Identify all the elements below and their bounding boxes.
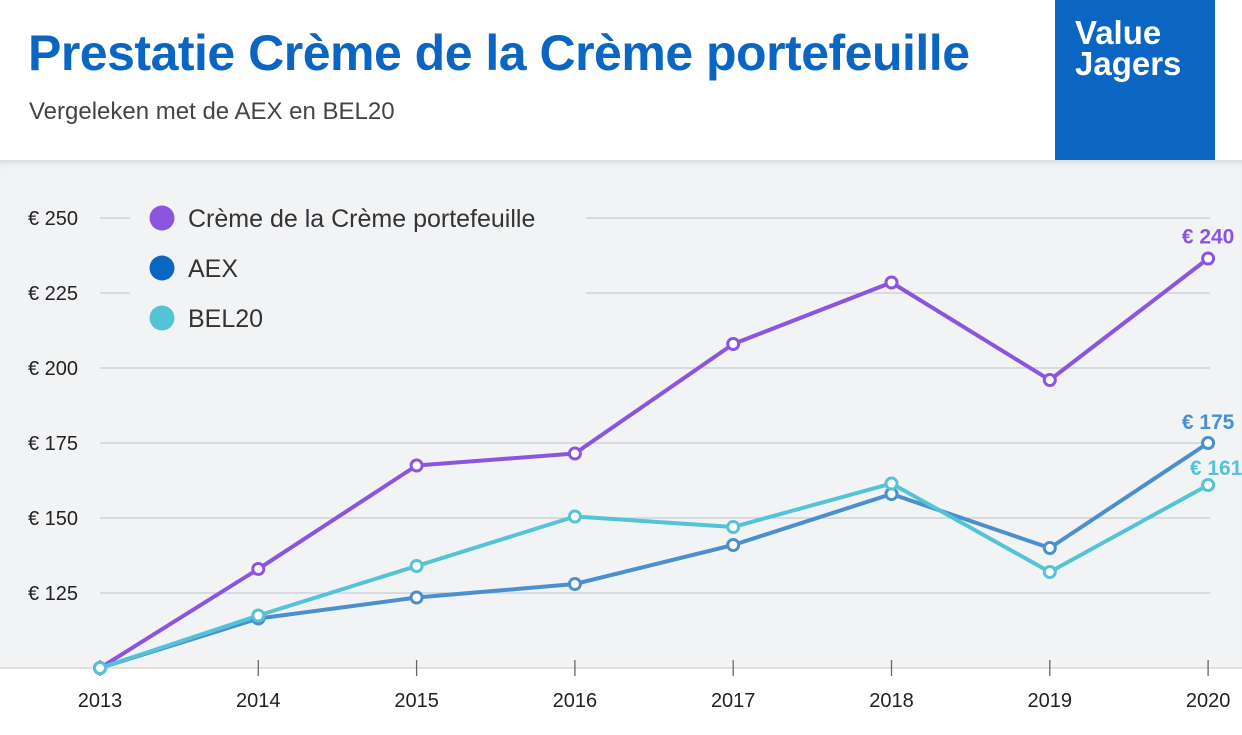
point-creme-de-la-creme-portefeuille-2018 — [884, 275, 899, 290]
point-bel20-2017 — [726, 520, 741, 534]
y-tick-label-150: € 150 — [28, 508, 78, 530]
legend-box — [130, 192, 586, 347]
y-tick-label-225: € 225 — [28, 283, 78, 305]
header: Prestatie Crème de la Crème portefeuille… — [0, 0, 1242, 160]
legend-label-creme-de-la-creme-portefeuille: Crème de la Crème portefeuille — [188, 205, 535, 233]
point-bel20-2016 — [567, 509, 582, 524]
point-aex-2019 — [1042, 541, 1057, 555]
point-bel20-2014 — [251, 608, 266, 623]
x-tick-label-2014: 2014 — [236, 690, 281, 712]
point-creme-de-la-creme-portefeuille-2020 — [1201, 251, 1216, 266]
series-bel20 — [98, 481, 1211, 670]
chart-subtitle: Vergeleken met de AEX en BEL20 — [29, 98, 395, 125]
y-tick-label-250: € 250 — [28, 208, 78, 230]
x-tick-label-2015: 2015 — [394, 690, 439, 712]
legend-label-aex: AEX — [188, 255, 238, 283]
y-tick-label-125: € 125 — [28, 583, 78, 605]
legend-label-bel20: BEL20 — [188, 305, 263, 333]
legend: Crème de la Crème portefeuille AEX BEL20 — [130, 192, 586, 347]
series-aex — [98, 441, 1211, 670]
y-tick-label-175: € 175 — [28, 433, 78, 455]
point-creme-de-la-creme-portefeuille-2015 — [409, 458, 424, 473]
series-line-aex — [98, 441, 1211, 670]
legend-swatch-aex — [149, 255, 175, 281]
end-label-creme-de-la-creme-portefeuille: € 240 — [1182, 226, 1235, 249]
legend-swatch-bel20 — [149, 305, 175, 331]
point-bel20-2019 — [1042, 565, 1057, 579]
logo-text-value: Value — [1075, 14, 1162, 51]
point-bel20-2013 — [93, 661, 107, 675]
logo-text-jagers: Jagers — [1075, 45, 1182, 82]
x-axis: 2013 2014 2015 2016 2017 2018 2019 2020 — [0, 660, 1242, 712]
point-aex-2020 — [1201, 436, 1216, 450]
grid-lines: € 125 € 150 € 175 € 200 € 225 € 250 — [28, 208, 1210, 605]
value-jagers-logo: Value Jagers — [1055, 0, 1215, 160]
point-creme-de-la-creme-portefeuille-2017 — [726, 337, 741, 351]
x-tick-label-2019: 2019 — [1028, 690, 1073, 712]
point-creme-de-la-creme-portefeuille-2016 — [567, 446, 582, 461]
x-tick-label-2017: 2017 — [711, 690, 756, 712]
point-aex-2016 — [567, 577, 582, 591]
x-tick-label-2018: 2018 — [869, 690, 914, 712]
series-lines: € 240 € 175 € 161 — [93, 226, 1242, 675]
x-tick-label-2013: 2013 — [78, 690, 123, 712]
markers-aex: € 175 — [93, 411, 1235, 675]
y-tick-label-200: € 200 — [28, 358, 78, 380]
end-label-aex: € 175 — [1182, 411, 1235, 434]
legend-swatch-creme-de-la-creme-portefeuille — [149, 205, 175, 231]
point-creme-de-la-creme-portefeuille-2019 — [1042, 373, 1057, 387]
point-bel20-2015 — [409, 559, 424, 573]
point-aex-2017 — [726, 538, 741, 552]
end-label-bel20: € 161 — [1190, 457, 1242, 480]
chart-title: Prestatie Crème de la Crème portefeuille — [28, 25, 970, 81]
series-line-creme-de-la-creme-portefeuille — [98, 256, 1211, 670]
x-tick-label-2016: 2016 — [553, 690, 598, 712]
point-creme-de-la-creme-portefeuille-2014 — [251, 562, 266, 576]
point-aex-2015 — [409, 590, 424, 605]
point-bel20-2018 — [884, 476, 899, 491]
markers-bel20: € 161 — [93, 457, 1242, 675]
point-bel20-2020 — [1201, 478, 1216, 492]
series-line-bel20 — [98, 481, 1211, 670]
series-creme-de-la-creme-portefeuille — [98, 256, 1211, 670]
x-tick-label-2020: 2020 — [1186, 690, 1231, 712]
